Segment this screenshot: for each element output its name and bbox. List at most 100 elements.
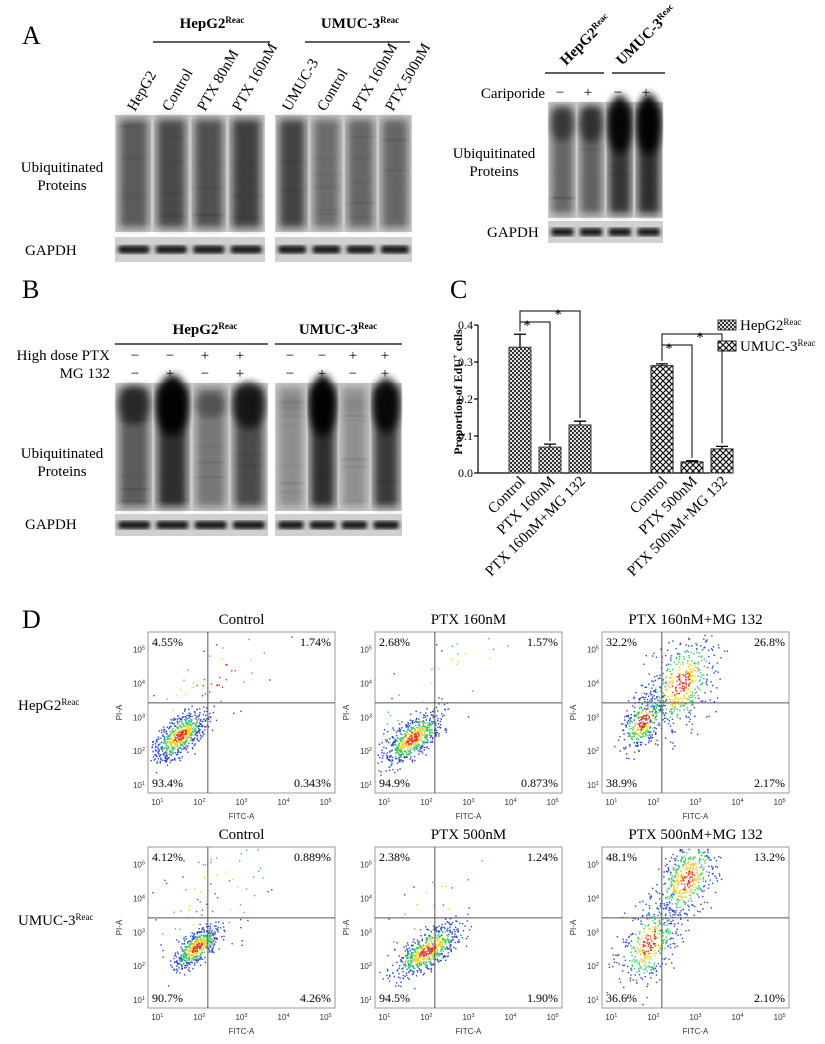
event-dot bbox=[194, 936, 196, 938]
event-dot bbox=[688, 886, 690, 889]
treatment-sign: + bbox=[381, 348, 389, 364]
event-dot bbox=[637, 711, 639, 714]
event-dot bbox=[181, 739, 184, 741]
event-dot bbox=[169, 749, 171, 752]
event-dot bbox=[171, 740, 174, 742]
event-dot bbox=[660, 912, 663, 915]
event-dot bbox=[689, 672, 692, 674]
event-dot bbox=[685, 864, 687, 867]
event-dot bbox=[687, 880, 690, 883]
event-dot bbox=[172, 746, 174, 748]
event-dot bbox=[687, 687, 690, 690]
event-dot bbox=[652, 727, 654, 729]
event-dot bbox=[193, 956, 196, 958]
event-dot bbox=[713, 857, 716, 859]
event-dot bbox=[638, 932, 641, 935]
event-dot bbox=[183, 737, 185, 739]
event-dot bbox=[664, 654, 667, 657]
event-dot bbox=[178, 967, 180, 969]
event-dot bbox=[181, 948, 183, 950]
event-dot bbox=[166, 698, 168, 700]
event-dot bbox=[155, 754, 157, 756]
blot-band bbox=[347, 202, 374, 205]
event-dot bbox=[642, 727, 645, 729]
event-dot bbox=[645, 719, 647, 722]
event-dot bbox=[688, 696, 690, 698]
event-dot bbox=[201, 927, 204, 929]
event-dot bbox=[426, 734, 429, 736]
event-dot bbox=[648, 893, 650, 895]
event-dot bbox=[401, 761, 404, 763]
event-dot bbox=[695, 662, 697, 665]
event-dot bbox=[172, 752, 174, 755]
event-dot bbox=[678, 865, 680, 867]
tick-exp: 4 bbox=[513, 798, 516, 804]
event-dot bbox=[408, 745, 411, 747]
event-dot bbox=[689, 682, 691, 684]
event-dot bbox=[180, 744, 182, 747]
event-dot bbox=[674, 869, 677, 871]
event-dot bbox=[437, 960, 439, 962]
event-dot bbox=[156, 747, 159, 749]
event-dot bbox=[697, 687, 699, 689]
event-dot bbox=[386, 974, 388, 977]
event-dot bbox=[185, 729, 187, 732]
event-dot bbox=[669, 699, 672, 701]
event-dot bbox=[193, 942, 196, 945]
event-dot bbox=[392, 768, 394, 771]
event-dot bbox=[699, 873, 702, 876]
event-dot bbox=[632, 965, 634, 968]
event-dot bbox=[211, 910, 214, 913]
event-dot bbox=[404, 913, 406, 915]
event-dot bbox=[224, 930, 226, 933]
event-dot bbox=[377, 754, 379, 756]
event-dot bbox=[649, 699, 651, 702]
event-dot bbox=[674, 703, 677, 705]
event-dot bbox=[426, 942, 428, 944]
event-dot bbox=[670, 881, 672, 883]
event-dot bbox=[171, 719, 173, 721]
event-dot bbox=[662, 692, 664, 694]
event-dot bbox=[638, 951, 641, 953]
event-dot bbox=[165, 745, 168, 747]
event-dot bbox=[164, 879, 166, 882]
event-dot bbox=[671, 953, 674, 956]
tick-base: 10 bbox=[151, 1013, 160, 1022]
event-dot bbox=[625, 726, 627, 728]
event-dot bbox=[693, 662, 696, 664]
y-tick-label: 103 bbox=[587, 713, 599, 722]
event-dot bbox=[168, 734, 171, 736]
tick-base: 10 bbox=[360, 781, 369, 790]
tick-base: 10 bbox=[360, 861, 369, 870]
event-dot bbox=[696, 667, 698, 669]
event-dot bbox=[689, 891, 691, 894]
event-dot bbox=[424, 957, 426, 960]
event-dot bbox=[381, 757, 384, 759]
event-dot bbox=[699, 866, 701, 869]
event-dot bbox=[422, 945, 425, 947]
event-dot bbox=[661, 708, 664, 711]
event-dot bbox=[386, 739, 389, 742]
event-dot bbox=[218, 684, 220, 686]
event-dot bbox=[175, 965, 178, 967]
event-dot bbox=[671, 695, 673, 697]
event-dot bbox=[211, 938, 213, 940]
event-dot bbox=[640, 719, 642, 721]
event-dot bbox=[421, 957, 424, 959]
event-dot bbox=[421, 947, 424, 950]
event-dot bbox=[411, 735, 413, 737]
tick-base: 10 bbox=[378, 1013, 387, 1022]
flow-plot bbox=[601, 631, 790, 794]
event-dot bbox=[399, 730, 402, 733]
event-dot bbox=[174, 961, 176, 963]
event-dot bbox=[630, 940, 633, 942]
event-dot bbox=[177, 723, 179, 725]
event-dot bbox=[154, 749, 157, 752]
event-dot bbox=[654, 955, 657, 957]
event-dot bbox=[159, 760, 161, 763]
event-dot bbox=[210, 949, 213, 952]
event-dot bbox=[646, 957, 648, 960]
event-dot bbox=[200, 953, 202, 956]
event-dot bbox=[647, 938, 650, 941]
event-dot bbox=[630, 967, 632, 970]
